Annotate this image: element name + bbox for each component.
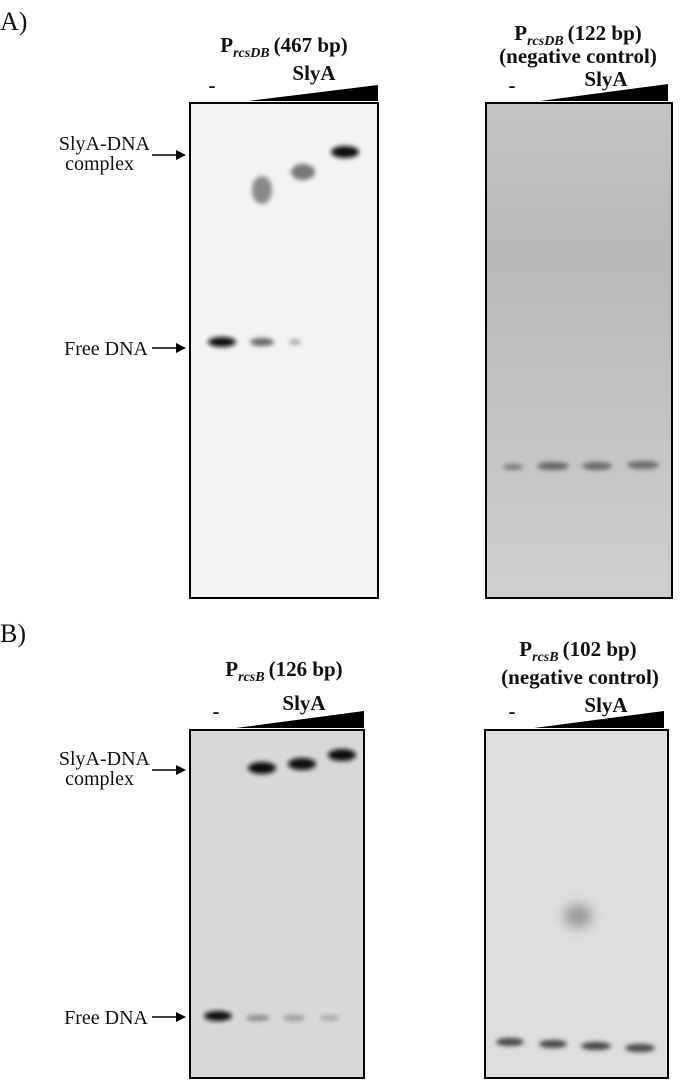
- band: [208, 337, 236, 347]
- title-size: (467 bp): [274, 33, 348, 57]
- title-size: (122 bp): [568, 21, 642, 45]
- arrowhead: [176, 765, 186, 775]
- arrowhead: [176, 343, 186, 353]
- band: [291, 164, 315, 180]
- band: [246, 1015, 270, 1021]
- band: [328, 749, 356, 761]
- gel-title: PrcsDB (467 bp): [220, 33, 348, 61]
- gradient-wedge: [236, 711, 364, 728]
- protein-label: SlyA: [584, 67, 628, 91]
- band: [503, 464, 523, 470]
- gel-note: (negative control): [501, 665, 659, 689]
- band: [627, 461, 659, 469]
- band: [581, 1042, 611, 1050]
- gel-title: PrcsB (102 bp): [519, 637, 636, 665]
- title-size: (102 bp): [563, 637, 637, 661]
- marker-label: SlyA-DNA: [59, 748, 151, 770]
- band: [496, 1038, 524, 1046]
- gradient-wedge: [534, 711, 664, 728]
- panel-label: B): [0, 619, 26, 648]
- band: [248, 762, 276, 774]
- title-size: (126 bp): [269, 657, 343, 681]
- gel: [484, 729, 669, 1079]
- gel: [189, 102, 379, 599]
- title-subscript: rcsDB: [527, 34, 564, 49]
- band: [320, 1015, 340, 1021]
- title-letter: P: [225, 657, 238, 681]
- band: [539, 1040, 567, 1048]
- band: [331, 146, 359, 158]
- control-lane: -: [509, 73, 516, 97]
- band: [625, 1044, 655, 1052]
- band: [204, 1011, 232, 1021]
- arrowhead: [176, 1012, 186, 1022]
- gradient-wedge: [540, 84, 668, 101]
- control-lane: -: [213, 699, 220, 723]
- band: [252, 176, 272, 204]
- title-letter: P: [519, 637, 532, 661]
- gradient-wedge: [248, 85, 378, 101]
- band: [537, 462, 569, 470]
- band: [288, 758, 316, 770]
- smear: [564, 904, 592, 928]
- control-lane: -: [509, 699, 516, 723]
- title-subscript: rcsB: [238, 670, 264, 685]
- protein-label: SlyA: [584, 693, 628, 717]
- panel-label: A): [0, 7, 27, 36]
- marker-label: Free DNA: [64, 1007, 148, 1029]
- protein-label: SlyA: [282, 691, 326, 715]
- marker-label: Free DNA: [64, 338, 148, 360]
- band: [582, 462, 612, 470]
- arrowhead: [176, 150, 186, 160]
- gel-title: PrcsDB (122 bp): [514, 21, 642, 49]
- band: [289, 339, 301, 345]
- band: [283, 1015, 305, 1021]
- gel: [189, 729, 365, 1079]
- title-subscript: rcsDB: [233, 46, 270, 61]
- gel-title: PrcsB (126 bp): [225, 657, 342, 685]
- control-lane: -: [209, 73, 216, 97]
- marker-label: complex: [65, 153, 134, 175]
- marker-label: complex: [65, 768, 134, 790]
- gel: [485, 102, 673, 599]
- title-letter: P: [220, 33, 233, 57]
- gel-note: (negative control): [499, 44, 657, 68]
- title-letter: P: [514, 21, 527, 45]
- marker-label: SlyA-DNA: [59, 133, 151, 155]
- band: [250, 338, 274, 346]
- protein-label: SlyA: [292, 61, 336, 85]
- title-subscript: rcsB: [532, 650, 558, 665]
